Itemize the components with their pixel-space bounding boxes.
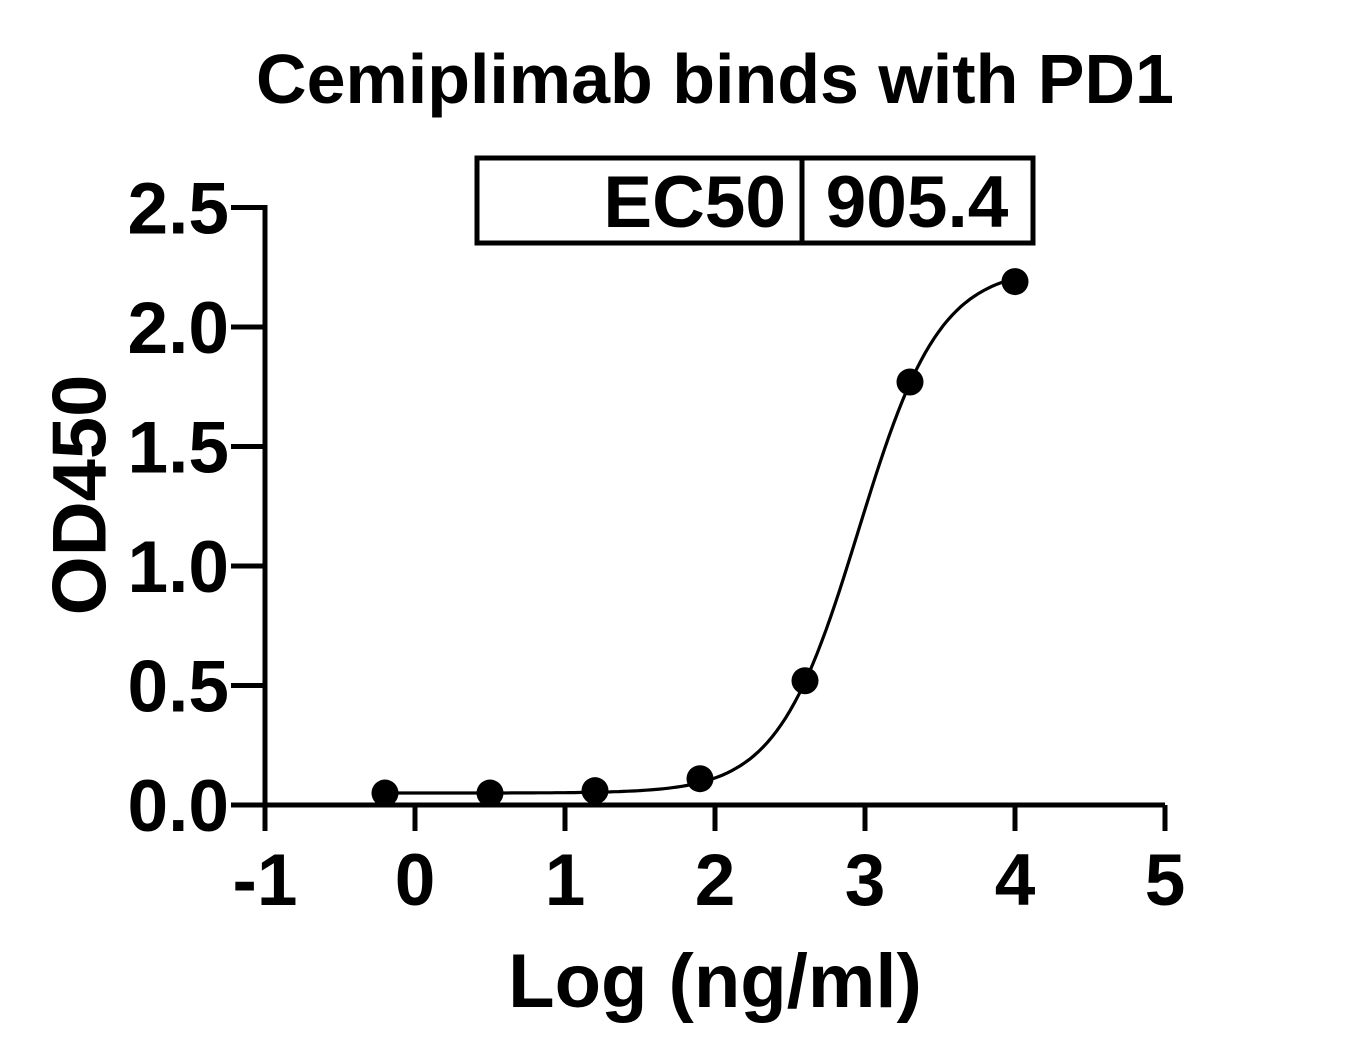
data-point bbox=[896, 368, 924, 396]
x-tick-label: 1 bbox=[545, 840, 586, 921]
y-tick-labels: 0.0 0.5 1.0 1.5 2.0 2.5 bbox=[128, 169, 229, 848]
data-point bbox=[581, 777, 609, 805]
y-tick-label: 2.5 bbox=[128, 169, 229, 250]
ec50-table-border bbox=[474, 155, 1036, 246]
x-tick-label: 5 bbox=[1145, 840, 1186, 921]
x-tick-labels: -1 0 1 2 3 4 5 bbox=[233, 840, 1186, 921]
y-tick-label: 1.5 bbox=[128, 408, 229, 489]
axes bbox=[231, 205, 1168, 831]
data-point bbox=[371, 779, 399, 807]
data-point bbox=[1001, 268, 1029, 296]
data-points-layer bbox=[371, 268, 1029, 807]
x-tick-label: -1 bbox=[233, 840, 298, 921]
ec50-table: EC50 905.4 bbox=[474, 155, 1036, 246]
fit-curve-layer bbox=[383, 276, 1017, 795]
chart-title: Cemiplimab binds with PD1 bbox=[256, 40, 1174, 118]
ec50-label: EC50 bbox=[603, 162, 786, 243]
y-tick-label: 1.0 bbox=[128, 527, 229, 608]
y-tick-label: 2.0 bbox=[128, 288, 229, 369]
x-tick-label: 4 bbox=[995, 840, 1036, 921]
data-point bbox=[476, 779, 504, 807]
y-tick-label: 0.5 bbox=[128, 647, 229, 728]
y-axis-label: OD450 bbox=[38, 375, 123, 616]
data-point bbox=[686, 765, 714, 793]
y-tick-label: 0.0 bbox=[128, 766, 229, 847]
x-tick-label: 2 bbox=[695, 840, 736, 921]
fit-curve bbox=[383, 276, 1017, 795]
x-axis-label: Log (ng/ml) bbox=[508, 939, 922, 1024]
x-tick-label: 0 bbox=[395, 840, 436, 921]
ec50-value: 905.4 bbox=[826, 162, 1009, 243]
x-tick-label: 3 bbox=[845, 840, 886, 921]
data-point bbox=[791, 667, 819, 695]
